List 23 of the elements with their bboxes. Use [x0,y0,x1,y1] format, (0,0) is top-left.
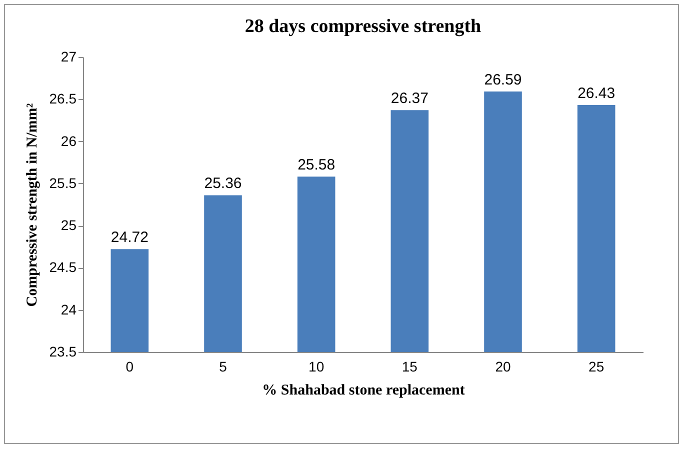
y-tick-label: 25.5 [49,174,77,191]
data-label: 24.72 [110,229,148,246]
x-tick-label: 10 [308,358,324,374]
x-tick-label: 15 [402,358,418,374]
data-label: 26.59 [484,72,522,89]
y-tick-label: 24.5 [49,259,77,276]
data-label: 26.37 [390,90,428,108]
y-tick-label: 26.5 [49,90,77,107]
y-axis-title: Compressive strength in N/mm² [24,102,40,307]
data-label: 26.43 [578,85,616,102]
x-axis-title: % Shahabad stone replacement [262,382,465,398]
data-label: 25.36 [204,175,242,192]
y-tick-label: 26 [60,132,77,149]
x-tick-label: 25 [588,358,604,374]
x-tick-label: 0 [126,358,134,374]
y-tick-label: 27 [60,48,77,64]
y-tick-label: 24 [60,301,77,318]
chart-title: 28 days compressive strength [244,16,482,37]
x-tick-label: 5 [219,358,228,374]
y-tick-label: 25 [60,217,77,234]
data-label: 25.58 [298,156,336,174]
x-tick-label: 20 [495,358,511,374]
y-tick-label: 23.5 [49,344,77,360]
